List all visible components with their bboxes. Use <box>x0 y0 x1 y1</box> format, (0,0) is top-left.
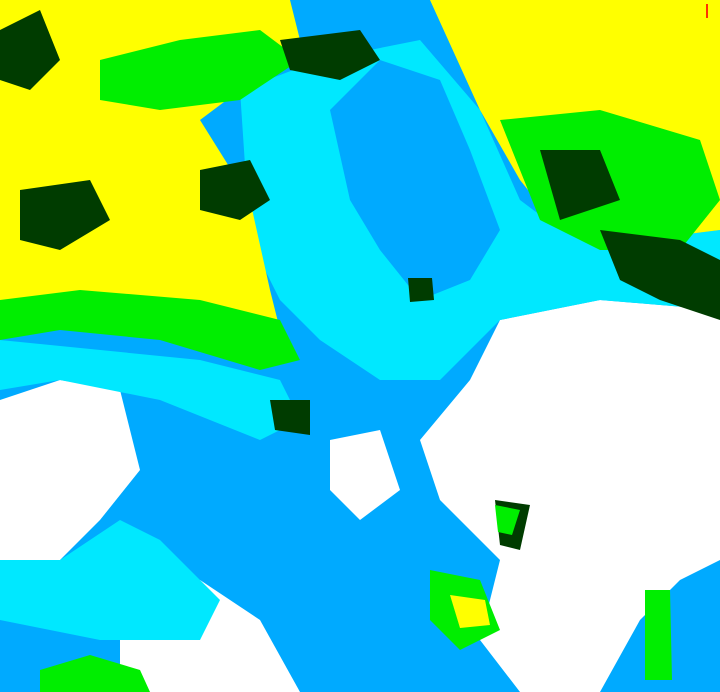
region-green-spot-3 <box>40 655 150 692</box>
region-white-left <box>0 380 140 560</box>
region-green-spot-4 <box>495 505 520 535</box>
region-darkgreen-2 <box>200 160 270 220</box>
region-yellow-spot-1 <box>450 595 490 628</box>
region-darkgreen-5 <box>0 10 60 90</box>
region-green-top <box>100 30 300 110</box>
region-darkgreen-3 <box>280 30 380 80</box>
region-darkgreen-7 <box>408 278 434 302</box>
region-cyan-strip <box>0 340 300 440</box>
region-cyan-lower <box>0 520 220 640</box>
region-darkgreen-4 <box>600 230 720 320</box>
region-green-left <box>0 290 300 370</box>
region-white-center <box>330 430 400 520</box>
region-green-spot-2 <box>645 590 672 680</box>
region-darkgreen-6 <box>270 400 310 435</box>
region-darkgreen-9 <box>540 150 620 220</box>
red-marker <box>706 4 708 18</box>
region-blue-central <box>330 60 500 300</box>
region-darkgreen-1 <box>20 180 110 250</box>
